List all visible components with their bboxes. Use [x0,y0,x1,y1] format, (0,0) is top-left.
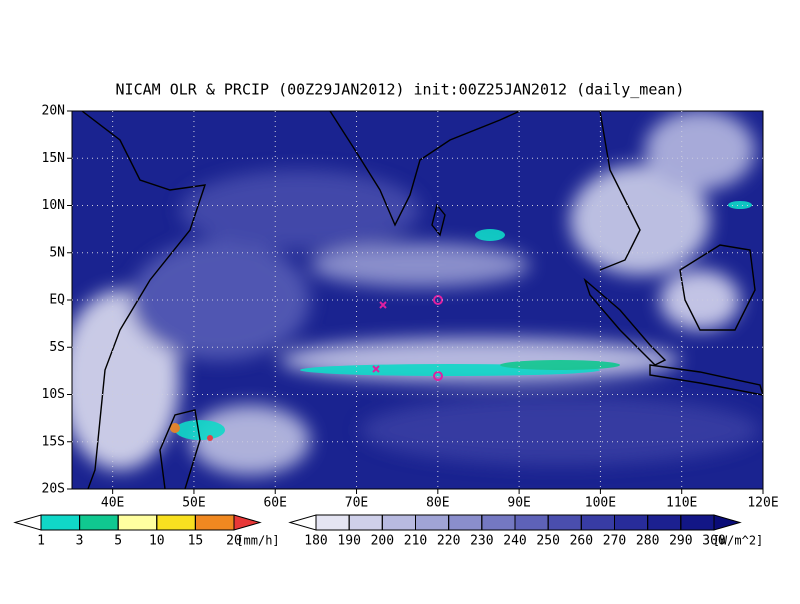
colorbar-label: 270 [603,534,626,549]
colorbar-label: 1 [37,534,45,549]
colorbar-label: 190 [337,534,360,549]
colorbar-arrow [713,514,742,531]
colorbar-arrow [288,514,317,531]
colorbar-label: 20 [226,534,242,549]
colorbar-label: 220 [437,534,460,549]
lon-tick-label: 120E [747,496,778,511]
lat-tick-label: 10S [42,387,65,402]
colorbar-segment [79,514,119,531]
colorbar-segment [680,514,715,531]
colorbar-segment [481,514,516,531]
lon-tick-label: 40E [101,496,124,511]
lon-tick-label: 100E [585,496,616,511]
lat-tick-label: 20N [42,104,65,119]
colorbar-segment [381,514,417,531]
colorbar-segment [415,514,450,531]
colorbar-arrow [233,514,262,531]
lat-tick-label: 20S [42,482,65,497]
colorbar-segment [348,514,383,531]
lon-tick-label: 90E [507,496,530,511]
colorbar-segment [514,514,549,531]
colorbar-segment [40,514,81,531]
colorbar-label: 240 [503,534,526,549]
colorbar-segment [315,514,350,531]
colorbar-label: 10 [149,534,165,549]
lat-tick-label: 15S [42,434,65,449]
colorbar-segment [647,514,682,531]
colorbar-segment [547,514,582,531]
lon-tick-label: 60E [263,496,286,511]
lat-tick-label: 15N [42,151,65,166]
colorbar-label: 250 [536,534,559,549]
lat-tick-label: 5S [49,340,65,355]
colorbar-label: 5 [114,534,122,549]
colorbar-label: 200 [371,534,394,549]
colorbar-segment [194,514,235,531]
colorbar-segment [448,514,483,531]
colorbar-label: 230 [470,534,493,549]
lat-tick-label: 5N [49,245,65,260]
colorbar-label: 290 [669,534,692,549]
lon-tick-label: 80E [426,496,449,511]
lon-tick-label: 110E [666,496,697,511]
colorbar-segment [117,514,158,531]
colorbar-label: 210 [404,534,427,549]
colorbar-label: 180 [304,534,327,549]
lat-tick-label: EQ [49,293,65,308]
lon-tick-label: 50E [182,496,205,511]
colorbar-arrow [13,514,42,531]
colorbar-segment [614,514,649,531]
colorbar-label: 260 [570,534,593,549]
colorbar-segment [156,514,196,531]
colorbar-label: 15 [188,534,204,549]
colorbar-unit: [W/m^2] [713,534,764,548]
colorbar-unit: [mm/h] [236,534,279,548]
colorbar-segment [580,514,615,531]
lat-tick-label: 10N [42,198,65,213]
colorbar-label: 300 [702,534,725,549]
colorbar-label: 3 [76,534,84,549]
colorbar-label: 280 [636,534,659,549]
title: NICAM OLR & PRCIP (00Z29JAN2012) init:00… [116,81,685,99]
lon-tick-label: 70E [345,496,368,511]
